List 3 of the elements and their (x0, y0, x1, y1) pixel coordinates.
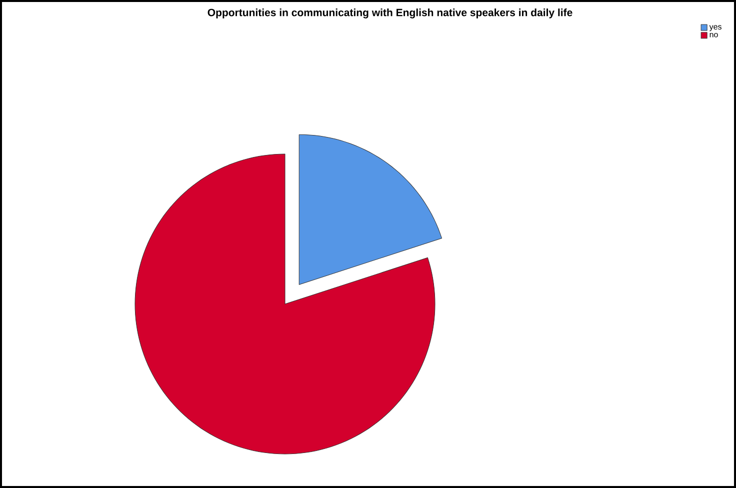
legend-label: no (710, 32, 718, 38)
legend-label: yes (709, 25, 722, 32)
chart-title: Opportunities in communicating with English native speakers in daily life (208, 8, 572, 18)
